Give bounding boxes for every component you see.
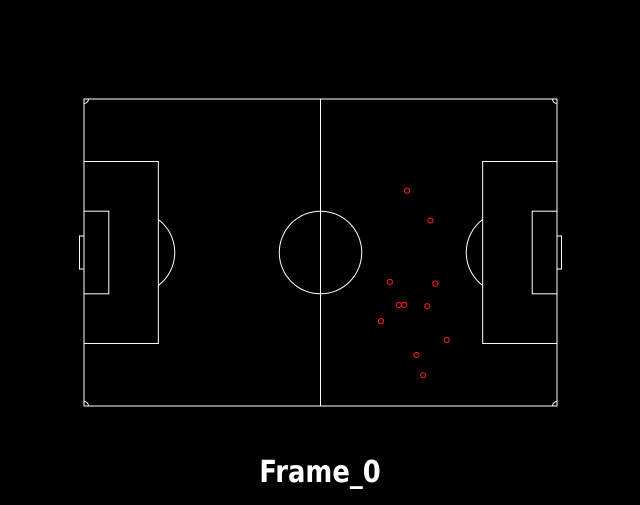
player-markers: [377, 187, 450, 379]
corner-arc-top-left: [83, 98, 90, 105]
frame-label: Frame_0: [259, 455, 381, 490]
left-penalty-area: [83, 161, 159, 344]
corner-arc-bottom-left: [83, 400, 90, 407]
right-goal-area: [531, 210, 558, 295]
player-marker: [386, 278, 393, 285]
player-marker: [443, 336, 450, 344]
right-penalty-arc: [465, 219, 483, 286]
player-marker: [432, 280, 439, 287]
left-goal-area: [83, 210, 110, 295]
player-marker: [401, 301, 408, 308]
left-penalty-arc: [158, 219, 176, 286]
player-marker: [427, 217, 434, 224]
right-penalty-area: [482, 161, 558, 344]
player-marker: [420, 372, 427, 379]
left-goal: [78, 235, 85, 270]
pitch-markings: [78, 98, 563, 407]
player-marker: [413, 351, 420, 359]
player-marker: [377, 318, 384, 325]
player-marker: [403, 187, 411, 194]
centre-circle: [278, 210, 363, 295]
right-goal: [556, 235, 563, 270]
corner-arc-bottom-right: [551, 400, 558, 407]
player-marker: [395, 301, 402, 308]
corner-arc-top-right: [551, 98, 558, 105]
player-marker: [424, 303, 431, 310]
